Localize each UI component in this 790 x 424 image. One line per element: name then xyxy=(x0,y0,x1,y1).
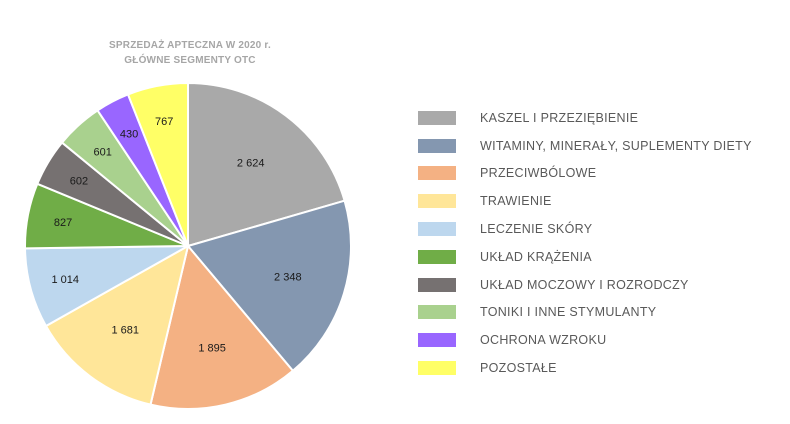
legend-label-1: WITAMINY, MINERAŁY, SUPLEMENTY DIETY xyxy=(480,138,752,153)
legend-item-7: TONIKI I INNE STYMULANTY xyxy=(418,299,752,327)
legend-item-2: PRZECIWBÓLOWE xyxy=(418,160,752,188)
chart-subtitle: GŁÓWNE SEGMENTY OTC xyxy=(124,55,256,66)
data-label-8: 430 xyxy=(120,128,138,140)
legend-swatch-9 xyxy=(418,361,456,376)
legend-item-9: POZOSTAŁE xyxy=(418,354,752,382)
pie-slice-9 xyxy=(126,81,189,247)
legend-swatch-7 xyxy=(418,305,456,320)
legend-label-3: TRAWIENIE xyxy=(480,194,552,209)
legend: KASZEL I PRZEZIĘBIENIE WITAMINY, MINERAŁY… xyxy=(418,104,752,382)
legend-swatch-6 xyxy=(418,277,456,292)
pie-slice-1 xyxy=(186,199,352,373)
legend-item-8: OCHRONA WZROKU xyxy=(418,326,752,354)
legend-label-7: TONIKI I INNE STYMULANTY xyxy=(480,305,657,320)
legend-swatch-3 xyxy=(418,194,456,209)
data-label-1: 2 348 xyxy=(274,271,302,283)
legend-swatch-8 xyxy=(418,333,456,348)
legend-swatch-5 xyxy=(418,249,456,264)
legend-item-4: LECZENIE SKÓRY xyxy=(418,215,752,243)
legend-label-8: OCHRONA WZROKU xyxy=(480,333,607,348)
legend-item-6: UKŁAD MOCZOWY I ROZRODCZY xyxy=(418,271,752,299)
legend-item-3: TRAWIENIE xyxy=(418,187,752,215)
legend-label-6: UKŁAD MOCZOWY I ROZRODCZY xyxy=(480,277,689,292)
data-label-2: 1 895 xyxy=(198,342,226,354)
data-label-5: 827 xyxy=(54,217,72,229)
legend-item-5: UKŁAD KRĄŻENIA xyxy=(418,243,752,271)
legend-label-9: POZOSTAŁE xyxy=(480,361,557,376)
legend-label-0: KASZEL I PRZEZIĘBIENIE xyxy=(480,110,639,125)
chart-title-block: SPRZEDAŻ APTECZNA W 2020 r. GŁÓWNE SEGME… xyxy=(60,38,320,68)
legend-swatch-2 xyxy=(418,166,456,181)
legend-swatch-4 xyxy=(418,222,456,237)
data-label-6: 602 xyxy=(70,176,88,188)
pie-slice-0 xyxy=(187,81,346,248)
legend-item-0: KASZEL I PRZEZIĘBIENIE xyxy=(418,104,752,132)
data-label-7: 601 xyxy=(93,147,111,159)
data-label-4: 1 014 xyxy=(51,274,79,286)
pie-slice-2 xyxy=(149,243,295,410)
legend-swatch-0 xyxy=(418,110,456,125)
data-label-9: 767 xyxy=(155,116,173,128)
legend-label-4: LECZENIE SKÓRY xyxy=(480,222,593,237)
legend-label-5: UKŁAD KRĄŻENIA xyxy=(480,249,592,264)
legend-swatch-1 xyxy=(418,138,456,153)
legend-label-2: PRZECIWBÓLOWE xyxy=(480,166,597,181)
chart-title: SPRZEDAŻ APTECZNA W 2020 r. xyxy=(109,40,271,51)
legend-item-1: WITAMINY, MINERAŁY, SUPLEMENTY DIETY xyxy=(418,132,752,160)
pie-slice-3 xyxy=(44,244,190,406)
data-label-3: 1 681 xyxy=(112,324,140,336)
data-label-0: 2 624 xyxy=(237,158,265,170)
